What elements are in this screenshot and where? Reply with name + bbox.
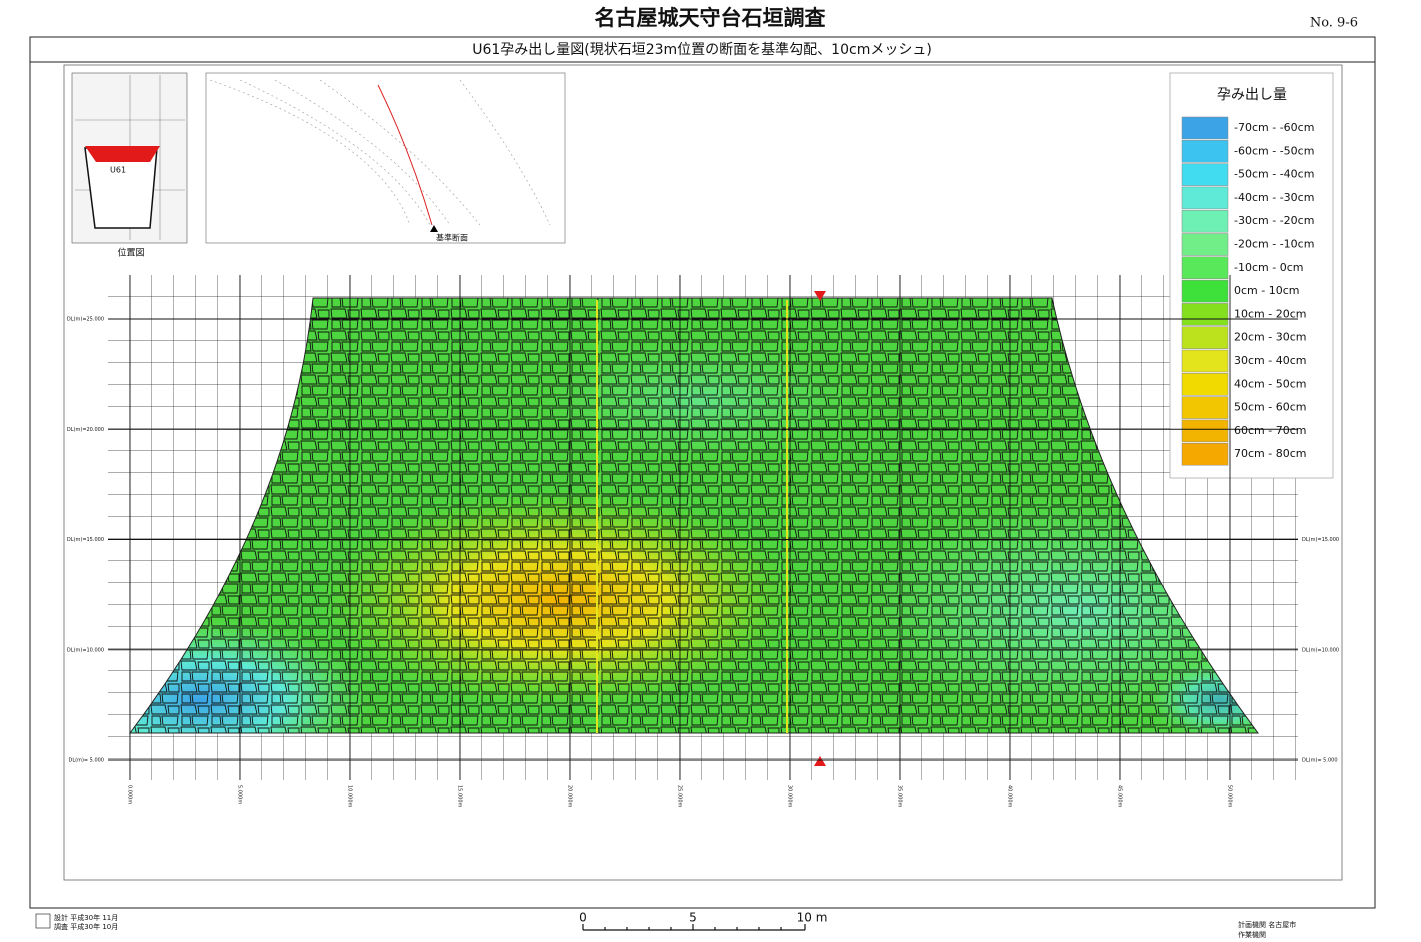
legend-label: 30cm - 40cm [1234,354,1306,367]
legend-label: 10cm - 20cm [1234,307,1306,320]
sheet: 名古屋城天守台石垣調査 No. 9-6 U61孕み出し量図(現状石垣23m位置の… [0,0,1421,938]
legend-label: 70cm - 80cm [1234,447,1306,460]
legend-swatch [1182,280,1228,302]
y-axis-label: DL(m)=15.000 [67,537,104,543]
legend-swatch [1182,420,1228,442]
legend-swatch [1182,327,1228,349]
legend-label: 50cm - 60cm [1234,401,1306,414]
x-axis-label: 5.000m [237,785,243,804]
figure-title: U61孕み出し量図(現状石垣23m位置の断面を基準勾配、10cmメッシュ) [472,41,932,58]
y-axis-label: DL(m)=10.000 [67,647,104,653]
legend-swatch [1182,350,1228,372]
legend-label: -40cm - -30cm [1234,191,1314,204]
footer-text: 計画機関 名古屋市 [1238,920,1296,929]
y-axis-label: DL(m)=10.000 [1302,647,1339,653]
legend-label: 0cm - 10cm [1234,284,1299,297]
x-axis-label: 10.000m [347,785,353,807]
x-axis-label: 35.000m [897,785,903,807]
page-title: 名古屋城天守台石垣調査 [595,6,826,30]
legend-swatch [1182,117,1228,139]
legend-swatch [1182,373,1228,395]
legend-swatch [1182,187,1228,209]
y-axis-label: DL(m)=15.000 [1302,537,1339,543]
x-axis-label: 25.000m [677,785,683,807]
x-axis-label: 40.000m [1007,785,1013,807]
legend-swatch [1182,257,1228,279]
footer-text: 調査 平成30年 10月 [54,922,118,931]
legend-label: 20cm - 30cm [1234,331,1306,344]
legend-label: -60cm - -50cm [1234,144,1314,157]
legend-swatch [1182,397,1228,419]
footer-text: 作業機関 [1238,930,1266,938]
y-axis-label: DL(m)=20.000 [67,427,104,433]
section-label: 基準断面 [436,233,468,243]
legend-swatch [1182,303,1228,325]
x-axis-label: 30.000m [787,785,793,807]
page: 名古屋城天守台石垣調査 No. 9-6 U61孕み出し量図(現状石垣23m位置の… [0,0,1421,942]
scale-bar: 0 5 10 m [579,911,827,931]
legend-swatch [1182,443,1228,465]
legend-swatch [1182,234,1228,256]
footer-box [36,914,50,928]
legend-label: -50cm - -40cm [1234,168,1314,181]
x-axis-label: 0.000m [127,785,133,804]
legend-swatch [1182,164,1228,186]
x-axis-label: 20.000m [567,785,573,807]
location-map: U61 位置図 [72,73,187,259]
x-axis-label: 15.000m [457,785,463,807]
legend: 孕み出し量 -70cm - -60cm -60cm - -50cm -50cm - … [1170,73,1333,478]
footer-text: 設計 平成30年 11月 [54,913,118,922]
x-axis-label: 50.000m [1227,785,1233,807]
scale-label: 10 m [797,911,828,925]
map-label: 位置図 [117,247,144,259]
legend-label: -30cm - -20cm [1234,214,1314,227]
scale-label: 0 [579,911,587,925]
legend-title: 孕み出し量 [1217,87,1287,103]
legend-label: 40cm - 50cm [1234,377,1306,390]
y-axis-label: DL(m)= 5.000 [1302,758,1338,764]
legend-label: 60cm - 70cm [1234,424,1306,437]
legend-label: -10cm - 0cm [1234,261,1303,274]
scale-label: 5 [689,911,697,925]
y-axis-label: DL(m)= 5.000 [68,758,104,764]
map-marker: U61 [110,166,126,175]
legend-swatch [1182,140,1228,162]
section-drawing: 基準断面 [206,73,565,243]
x-axis-label: 45.000m [1117,785,1123,807]
legend-swatch [1182,210,1228,232]
legend-label: -20cm - -10cm [1234,238,1314,251]
y-axis-label: DL(m)=25.000 [67,317,104,323]
legend-label: -70cm - -60cm [1234,121,1314,134]
page-number: No. 9-6 [1310,16,1358,31]
